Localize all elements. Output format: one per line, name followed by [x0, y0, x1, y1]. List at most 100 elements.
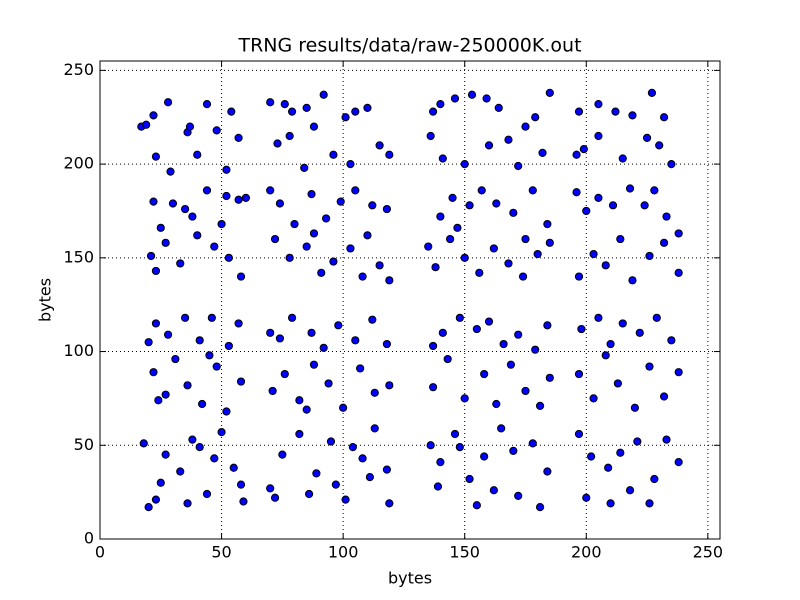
point	[241, 193, 250, 202]
point	[645, 362, 654, 371]
point	[234, 195, 243, 204]
x-tick-label: 0	[95, 543, 105, 562]
point	[385, 150, 394, 159]
point	[234, 319, 243, 328]
point	[375, 141, 384, 150]
point	[574, 369, 584, 379]
point	[589, 394, 598, 403]
point	[628, 111, 637, 120]
point	[518, 272, 528, 281]
point	[151, 266, 161, 276]
point	[618, 154, 627, 163]
point	[489, 486, 498, 495]
point	[480, 369, 489, 379]
point	[625, 184, 635, 193]
point	[295, 429, 304, 439]
point	[628, 276, 637, 285]
point	[358, 272, 367, 281]
point	[608, 201, 618, 210]
point	[185, 122, 195, 131]
point	[433, 482, 443, 491]
plot-frame	[99, 60, 721, 540]
point	[613, 379, 622, 388]
point	[428, 341, 438, 351]
point	[149, 111, 158, 120]
point	[385, 381, 394, 390]
point	[144, 338, 153, 347]
point	[506, 360, 516, 369]
x-axis-label: bytes	[388, 569, 432, 588]
point	[222, 165, 231, 174]
point	[545, 88, 554, 97]
point	[611, 107, 620, 116]
point	[346, 159, 355, 169]
point	[504, 135, 513, 144]
point	[572, 150, 581, 159]
point	[341, 113, 350, 122]
point	[212, 126, 221, 135]
point	[183, 499, 192, 508]
x-tick-label: 50	[211, 543, 231, 562]
point	[370, 388, 379, 397]
point	[645, 251, 654, 261]
point	[659, 238, 669, 247]
point	[146, 251, 156, 261]
point	[528, 439, 537, 448]
point	[635, 328, 644, 337]
point	[307, 189, 316, 199]
point	[270, 234, 280, 244]
point	[161, 238, 170, 247]
point	[331, 480, 340, 489]
point	[341, 495, 350, 504]
point	[618, 319, 627, 328]
point	[375, 261, 384, 270]
point	[163, 330, 173, 339]
point	[222, 407, 231, 416]
point	[460, 253, 469, 262]
point	[334, 321, 343, 330]
x-tick-label: 150	[449, 543, 480, 562]
point	[465, 201, 474, 210]
point	[594, 131, 603, 141]
point	[531, 113, 540, 122]
point	[545, 238, 554, 247]
point	[594, 193, 603, 202]
point	[180, 313, 190, 322]
y-tick-label: 150	[63, 247, 94, 266]
point	[667, 336, 676, 345]
point	[317, 268, 326, 277]
point	[285, 131, 294, 141]
point	[652, 313, 661, 322]
point	[606, 499, 615, 508]
point	[533, 249, 542, 259]
point	[426, 131, 435, 141]
point	[365, 473, 374, 482]
point	[163, 98, 173, 107]
point	[176, 467, 185, 476]
point	[229, 463, 238, 472]
point	[426, 441, 435, 450]
point	[453, 223, 462, 232]
point	[382, 204, 392, 214]
point	[302, 103, 311, 112]
point	[176, 259, 185, 268]
point	[295, 396, 304, 405]
point	[304, 489, 314, 499]
point	[268, 386, 277, 396]
point	[202, 186, 212, 195]
point	[287, 107, 297, 116]
point	[210, 454, 219, 463]
point	[601, 351, 610, 360]
point	[424, 242, 433, 251]
point	[659, 113, 669, 122]
point	[504, 259, 513, 268]
point	[368, 315, 377, 324]
point	[356, 364, 365, 373]
point	[521, 386, 530, 396]
point	[275, 334, 285, 343]
point	[275, 199, 285, 208]
point	[302, 405, 311, 414]
point	[290, 219, 299, 229]
